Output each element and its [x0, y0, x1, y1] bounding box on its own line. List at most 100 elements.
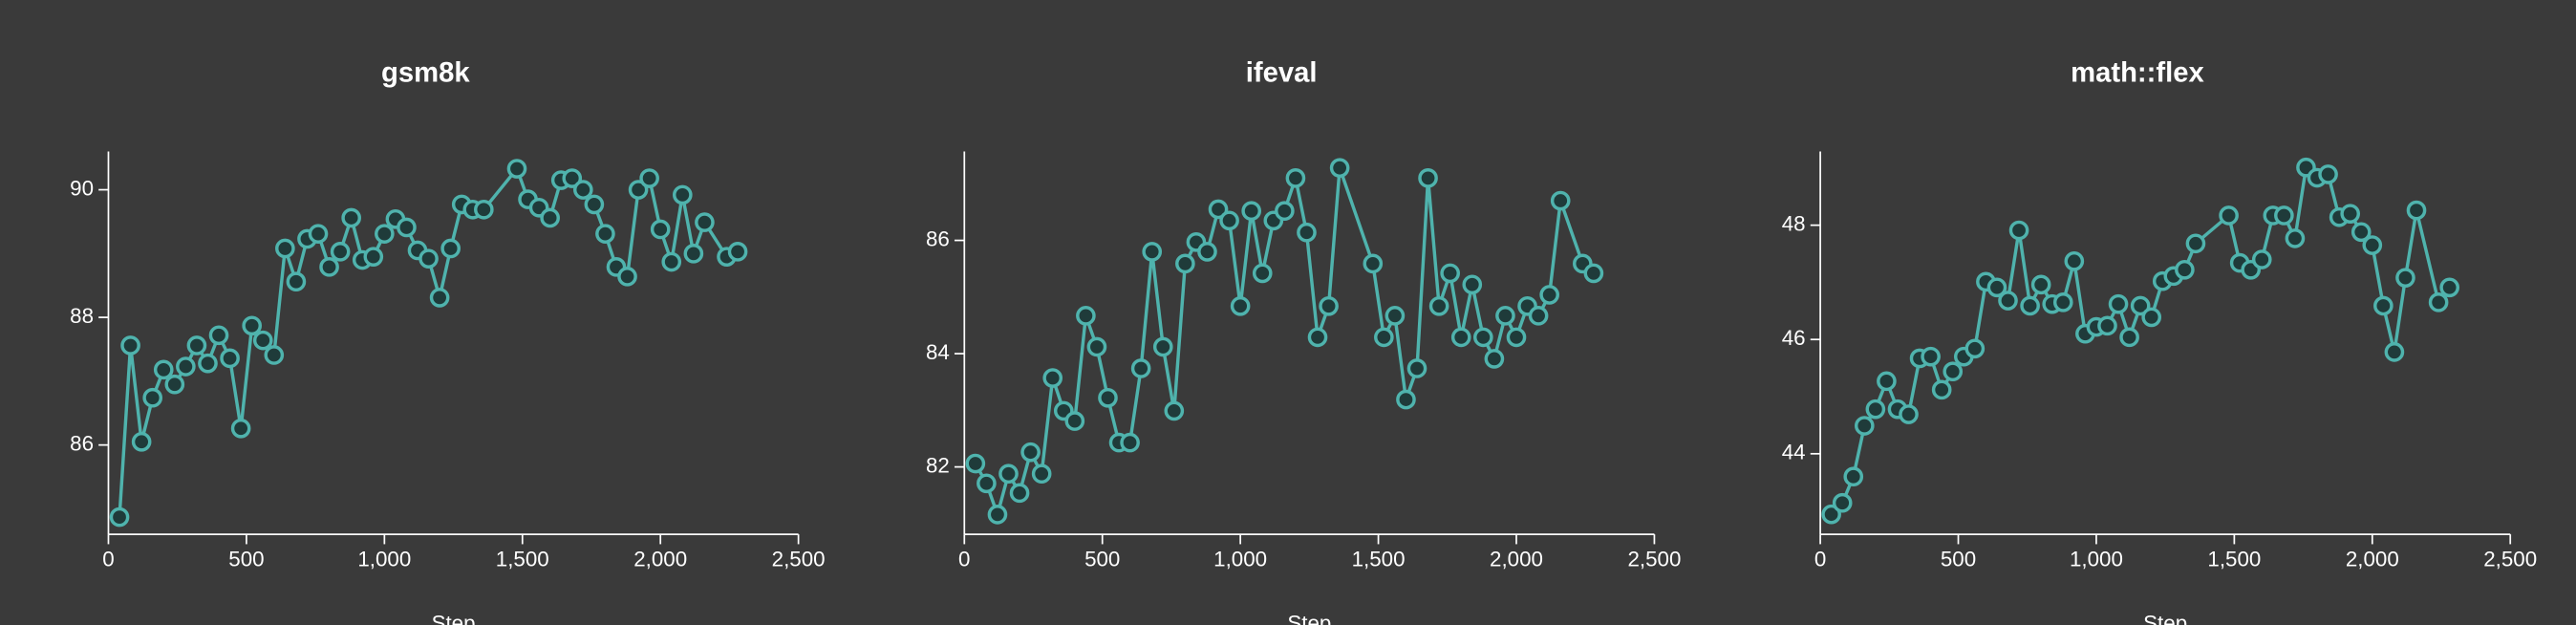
data-point	[1319, 295, 1339, 316]
data-point	[1943, 361, 1964, 382]
data-point	[977, 473, 997, 494]
data-point	[164, 374, 185, 395]
data-point	[1042, 368, 1063, 388]
data-point	[2141, 307, 2162, 328]
data-point	[2384, 342, 2405, 362]
x-tick-label: 500	[1084, 548, 1120, 571]
data-point	[2097, 315, 2117, 336]
data-point	[2052, 292, 2073, 312]
data-point	[1550, 190, 1571, 211]
data-point	[683, 244, 704, 264]
x-tick-label: 500	[1941, 548, 1976, 571]
y-tick-label: 44	[1782, 441, 1806, 464]
data-point	[2428, 292, 2449, 312]
data-point	[617, 267, 637, 287]
data-point	[2373, 295, 2394, 316]
data-point	[2008, 220, 2029, 241]
data-point	[628, 180, 649, 200]
data-point	[375, 224, 395, 244]
data-point	[1418, 168, 1438, 188]
data-point	[650, 219, 671, 240]
data-point	[1098, 387, 1118, 408]
data-point	[1865, 399, 1886, 420]
data-point	[1854, 416, 1875, 436]
chart-title: ifeval	[1246, 57, 1318, 88]
x-tick-label: 1,000	[2070, 548, 2123, 571]
x-tick-label: 1,500	[496, 548, 549, 571]
data-point	[275, 238, 295, 259]
x-tick-label: 2,000	[633, 548, 687, 571]
y-tick-label: 48	[1782, 212, 1806, 236]
data-point	[2340, 204, 2361, 224]
x-tick-label: 2,000	[2346, 548, 2399, 571]
data-point	[1297, 222, 1317, 243]
data-point	[1385, 306, 1406, 326]
data-point	[1009, 483, 1030, 504]
data-point	[2274, 205, 2294, 226]
data-point	[186, 335, 207, 356]
data-point	[1899, 404, 1919, 424]
data-point	[1275, 201, 1295, 222]
y-tick-label: 84	[926, 340, 950, 364]
data-point	[2362, 235, 2383, 255]
data-point	[440, 238, 461, 259]
y-tick-label: 82	[926, 454, 950, 478]
data-point	[1473, 327, 1493, 348]
data-point	[1877, 371, 1897, 392]
data-point	[1307, 327, 1328, 348]
data-point	[474, 199, 494, 220]
x-axis-label: Step	[1287, 612, 1331, 625]
x-tick-label: 0	[958, 548, 970, 571]
data-point	[1175, 253, 1195, 274]
data-point	[2351, 222, 2372, 243]
data-point	[2318, 164, 2338, 184]
data-point	[2030, 274, 2051, 295]
data-point	[1921, 346, 1941, 367]
x-tick-label: 1,500	[1352, 548, 1406, 571]
data-point	[1986, 277, 2007, 298]
data-point	[1219, 210, 1239, 231]
x-tick-label: 1,500	[2207, 548, 2261, 571]
data-point	[1363, 253, 1384, 274]
data-point	[1252, 263, 1273, 284]
data-point	[2251, 249, 2272, 269]
data-point	[1130, 358, 1151, 378]
data-point	[220, 348, 240, 369]
x-tick-label: 1,000	[1213, 548, 1267, 571]
y-tick-label: 90	[70, 176, 94, 200]
data-point	[2285, 228, 2306, 248]
data-point	[1086, 336, 1107, 357]
data-point	[639, 168, 659, 188]
data-point	[1020, 442, 1041, 463]
data-point	[1374, 327, 1394, 348]
y-tick-label: 46	[1782, 326, 1806, 350]
data-point	[2130, 295, 2151, 316]
data-point	[661, 251, 682, 272]
chart-title: math::flex	[2071, 57, 2204, 88]
data-point	[987, 505, 1008, 525]
data-point	[1329, 158, 1350, 179]
data-point	[965, 453, 986, 474]
data-point	[506, 159, 527, 179]
data-point	[1440, 263, 1460, 284]
data-point	[1931, 379, 1952, 400]
data-point	[1197, 242, 1217, 262]
data-point	[1208, 199, 1229, 220]
data-point	[1506, 327, 1527, 348]
data-point	[286, 271, 307, 292]
data-point	[397, 217, 417, 238]
data-point	[2406, 200, 2427, 221]
data-point	[1998, 291, 2018, 311]
data-point	[572, 180, 593, 200]
data-point	[998, 463, 1019, 485]
data-point	[142, 387, 163, 408]
data-point	[2439, 277, 2459, 298]
data-point	[1406, 358, 1428, 378]
data-point	[153, 359, 174, 380]
data-point	[1821, 504, 1841, 525]
data-point	[308, 224, 329, 244]
data-point	[109, 506, 130, 528]
data-point	[319, 257, 339, 277]
data-point	[2395, 268, 2415, 288]
